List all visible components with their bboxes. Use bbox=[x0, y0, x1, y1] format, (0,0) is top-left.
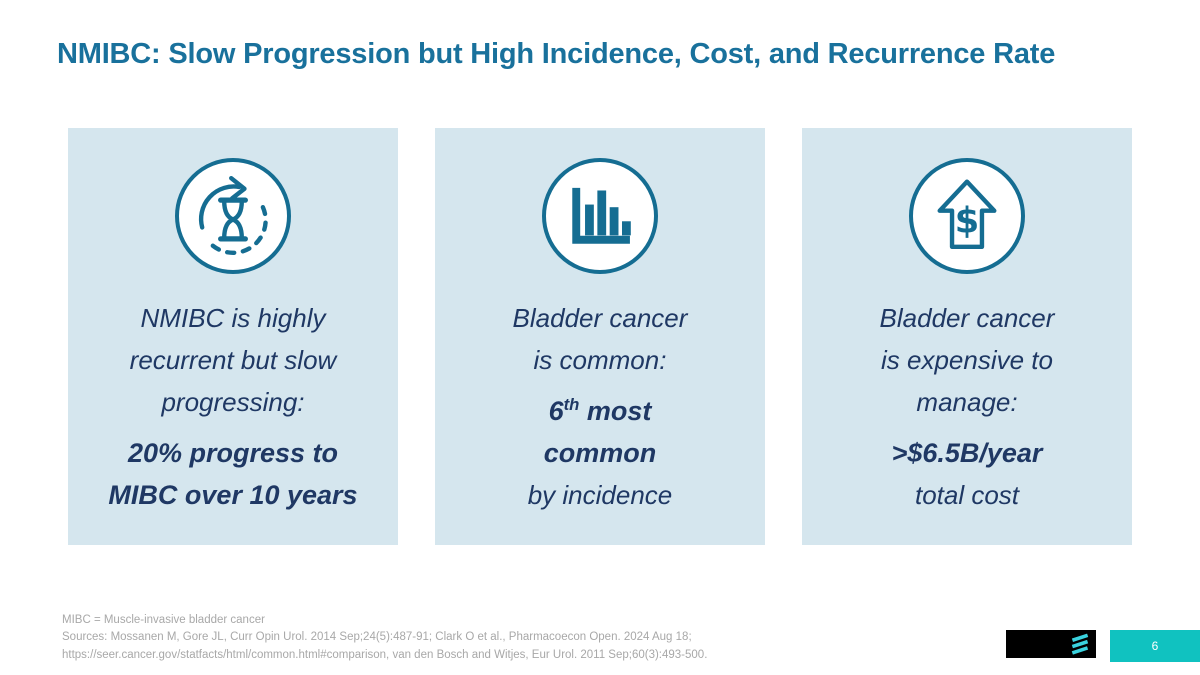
bar-chart-icon bbox=[542, 158, 658, 274]
card-incidence-tail: by incidence bbox=[435, 474, 765, 516]
text-line: common bbox=[543, 438, 657, 468]
card-incidence-text: Bladder cancer is common: 6th most commo… bbox=[435, 297, 765, 516]
text-line: 20% progress to bbox=[127, 438, 339, 468]
rank-rest: most bbox=[579, 396, 652, 426]
text-line-rank: 6th most bbox=[435, 390, 765, 432]
text-line: recurrent but slow bbox=[129, 345, 337, 375]
footnotes: MIBC = Muscle-invasive bladder cancer So… bbox=[62, 612, 707, 664]
text-line: is common: bbox=[533, 345, 667, 375]
text-line: MIBC over 10 years bbox=[108, 480, 358, 510]
logo-stripes-icon bbox=[1071, 633, 1089, 655]
card-incidence-stat: 6th most common bbox=[435, 390, 765, 474]
recurrence-cycle-hourglass-icon bbox=[175, 158, 291, 274]
rising-cost-arrow-icon: $ bbox=[909, 158, 1025, 274]
card-cost-intro: Bladder cancer is expensive to manage: bbox=[802, 297, 1132, 423]
slide-title: NMIBC: Slow Progression but High Inciden… bbox=[57, 38, 1056, 70]
text-line: >$6.5B/year bbox=[891, 438, 1043, 468]
card-recurrence-text: NMIBC is highly recurrent but slow progr… bbox=[68, 297, 398, 516]
text-line: is expensive to bbox=[881, 345, 1053, 375]
card-incidence-intro: Bladder cancer is common: bbox=[435, 297, 765, 381]
footnote-abbreviation: MIBC = Muscle-invasive bladder cancer bbox=[62, 614, 265, 626]
page-number: 6 bbox=[1151, 639, 1159, 653]
page-number-badge: 6 bbox=[1110, 630, 1200, 662]
card-cost-tail: total cost bbox=[802, 474, 1132, 516]
text-line: NMIBC is highly bbox=[140, 303, 326, 333]
svg-text:$: $ bbox=[955, 201, 979, 242]
card-recurrence-stat: 20% progress to MIBC over 10 years bbox=[68, 432, 398, 516]
card-cost-text: Bladder cancer is expensive to manage: >… bbox=[802, 297, 1132, 516]
text-line: manage: bbox=[916, 387, 1018, 417]
rank-number: 6 bbox=[548, 396, 564, 426]
text-line: Bladder cancer bbox=[879, 303, 1055, 333]
text-line: Bladder cancer bbox=[512, 303, 688, 333]
company-logo bbox=[1006, 630, 1096, 658]
card-incidence: Bladder cancer is common: 6th most commo… bbox=[435, 128, 765, 545]
card-recurrence: NMIBC is highly recurrent but slow progr… bbox=[68, 128, 398, 545]
text-line: by incidence bbox=[527, 480, 673, 510]
card-cost-stat: >$6.5B/year bbox=[802, 432, 1132, 474]
rank-ordinal-suffix: th bbox=[563, 395, 580, 414]
text-line: total cost bbox=[914, 480, 1020, 510]
text-line: progressing: bbox=[161, 387, 305, 417]
footnote-sources-line2: https://seer.cancer.gov/statfacts/html/c… bbox=[62, 648, 708, 661]
card-recurrence-intro: NMIBC is highly recurrent but slow progr… bbox=[68, 297, 398, 423]
footnote-sources-line1: Sources: Mossanen M, Gore JL, Curr Opin … bbox=[62, 631, 692, 644]
card-cost: $ Bladder cancer is expensive to manage:… bbox=[802, 128, 1132, 545]
